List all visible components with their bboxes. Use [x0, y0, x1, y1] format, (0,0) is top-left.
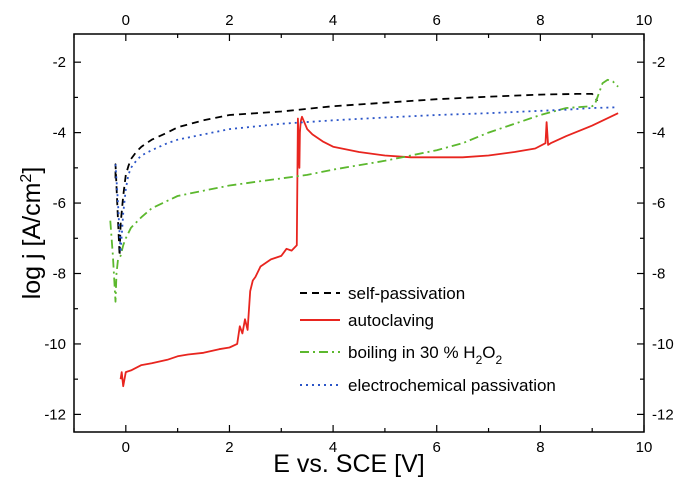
x-tick-label: 2 — [225, 439, 233, 456]
series-line-electrochemical — [114, 106, 619, 254]
legend-label-boiling-main: boiling in 30 % H — [348, 343, 476, 362]
y-tick-label: -10 — [44, 336, 66, 353]
legend-label-electrochemical: electrochemical passivation — [348, 376, 556, 395]
y-tick-label: -8 — [53, 266, 66, 283]
x-top-tick-label: 0 — [122, 12, 130, 29]
x-top-tick-label: 10 — [636, 12, 653, 29]
y-right-tick-label: -2 — [652, 54, 665, 71]
x-top-tick-label: 6 — [433, 12, 441, 29]
y-tick-label: -4 — [53, 125, 66, 142]
legend-label-boiling-sub2: 2 — [496, 353, 503, 367]
y-axis-title-superscript: 2 — [18, 174, 35, 183]
y-tick-label: -2 — [53, 54, 66, 71]
y-tick-label: -6 — [53, 195, 66, 212]
x-tick-label: 6 — [433, 439, 441, 456]
legend: self-passivation autoclaving boiling in 30… — [300, 284, 556, 395]
y-axis-title: log j [A/cm2] — [18, 167, 46, 300]
y-axis-title-end: ] — [18, 167, 46, 174]
series-line-autoclaving — [119, 112, 619, 388]
legend-label-boiling-mid: O — [482, 343, 495, 362]
y-tick-label: -12 — [44, 406, 66, 423]
legend-label-self_passivation: self-passivation — [348, 284, 465, 303]
plot-area — [109, 78, 619, 388]
x-top-tick-label: 4 — [329, 12, 337, 29]
y-right-tick-label: -12 — [652, 406, 674, 423]
legend-label-boiling-sub1: 2 — [476, 353, 483, 367]
legend-label-boiling: boiling in 30 % H2O2 — [348, 343, 503, 367]
x-tick-label: 10 — [636, 439, 653, 456]
y-axis-title-main: log j [A/cm — [18, 183, 46, 300]
y-right-tick-label: -8 — [652, 266, 665, 283]
series-line-self_passivation — [114, 93, 599, 257]
x-top-tick-label: 8 — [536, 12, 544, 29]
x-tick-label: 0 — [122, 439, 130, 456]
x-tick-label: 4 — [329, 439, 337, 456]
series-line-boiling — [109, 78, 619, 303]
x-tick-label: 8 — [536, 439, 544, 456]
x-axis-title: E vs. SCE [V] — [273, 450, 424, 477]
y-right-tick-label: -4 — [652, 125, 665, 142]
x-top-tick-label: 2 — [225, 12, 233, 29]
legend-label-autoclaving: autoclaving — [348, 311, 434, 330]
plot-frame — [73, 33, 645, 433]
y-right-tick-label: -6 — [652, 195, 665, 212]
y-right-tick-label: -10 — [652, 336, 674, 353]
